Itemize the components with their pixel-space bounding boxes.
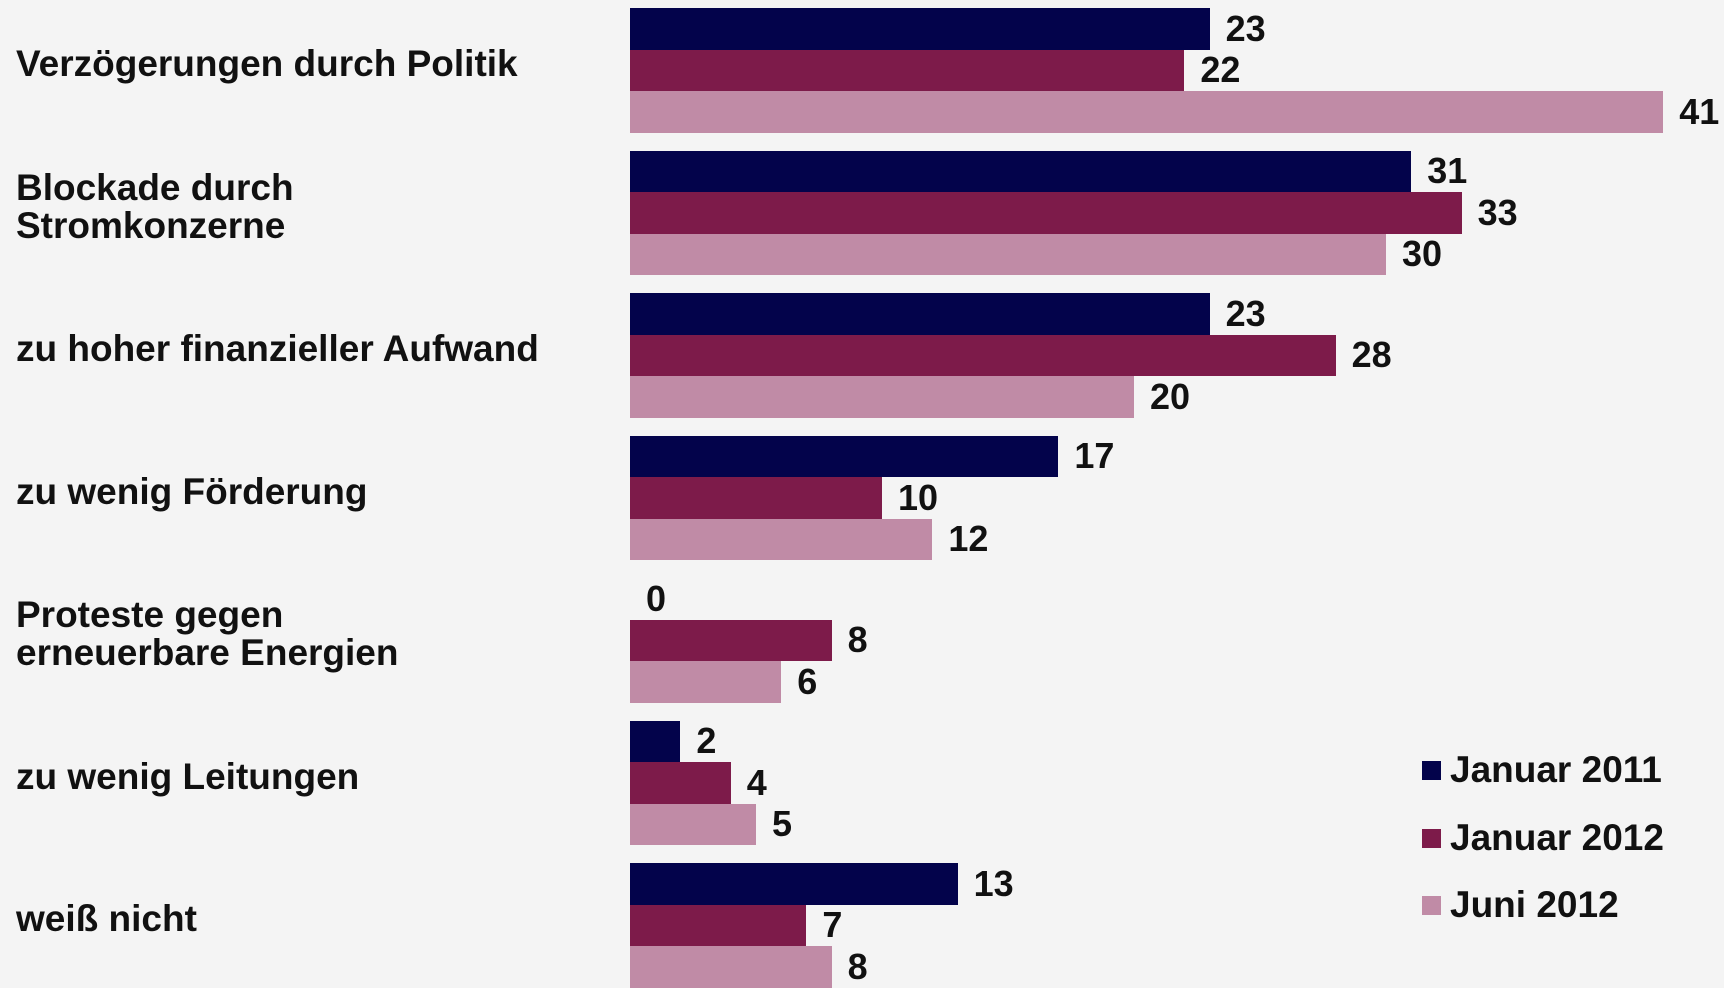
value-label: 23 (1225, 292, 1266, 334)
category-label: Verzögerungen durch Politik (16, 43, 518, 85)
legend-label: Januar 2012 (1450, 816, 1664, 858)
bar (630, 49, 1185, 91)
value-label: 41 (1679, 90, 1720, 132)
value-label: 0 (646, 577, 667, 619)
value-label: 10 (898, 476, 939, 518)
value-label: 20 (1150, 375, 1191, 417)
legend-swatch (1422, 761, 1441, 780)
bar (630, 477, 882, 519)
category-label: weiß nicht (16, 898, 197, 940)
legend-swatch (1422, 896, 1441, 915)
value-label: 8 (847, 619, 868, 661)
bar (630, 293, 1210, 335)
bar (630, 904, 807, 946)
bar (630, 192, 1462, 234)
bar (630, 150, 1412, 192)
value-label: 12 (948, 518, 989, 560)
bar (630, 518, 933, 560)
value-label: 8 (847, 945, 868, 987)
value-label: 17 (1074, 435, 1115, 477)
value-label: 4 (746, 761, 767, 803)
legend-label: Januar 2011 (1450, 749, 1662, 790)
value-label: 28 (1351, 334, 1392, 376)
value-label: 22 (1200, 49, 1241, 91)
category-label: zu wenig Leitungen (16, 755, 360, 797)
value-label: 30 (1402, 233, 1443, 275)
bar (630, 762, 731, 804)
category-label: Blockade durch Stromkonzerne (16, 166, 294, 246)
category-label: Proteste gegen erneuerbare Energien (16, 594, 399, 674)
value-label: 7 (822, 904, 843, 946)
bar (630, 91, 1664, 133)
bar (630, 8, 1210, 50)
bar (630, 661, 782, 703)
bar (630, 435, 1059, 477)
bar (630, 720, 681, 762)
bar (630, 863, 958, 905)
legend-label: Juni 2012 (1450, 884, 1619, 925)
bar (630, 376, 1134, 418)
value-label: 6 (797, 660, 818, 702)
bar (630, 619, 832, 661)
value-label: 31 (1427, 150, 1468, 192)
bar (630, 334, 1336, 376)
bar (630, 946, 832, 988)
value-label: 23 (1225, 7, 1266, 49)
value-label: 5 (772, 803, 793, 845)
category-label: zu wenig Förderung (16, 470, 368, 512)
legend-swatch (1422, 828, 1441, 848)
value-label: 13 (973, 862, 1014, 904)
value-label: 2 (696, 720, 717, 762)
bar (630, 803, 756, 845)
category-label: zu hoher finanzieller Aufwand (16, 328, 539, 370)
value-label: 33 (1477, 191, 1518, 233)
bar (630, 233, 1386, 275)
